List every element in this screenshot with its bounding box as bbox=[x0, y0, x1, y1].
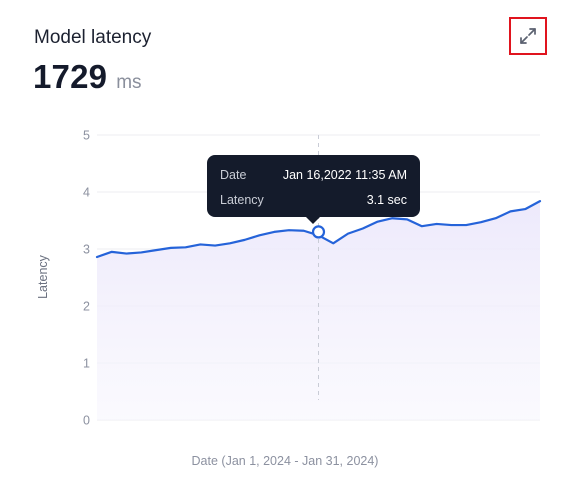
data-point-10 bbox=[228, 241, 232, 245]
y-tick-label-0: 0 bbox=[83, 414, 90, 428]
expand-button[interactable] bbox=[509, 17, 547, 55]
data-point-12 bbox=[257, 233, 261, 237]
data-point-15 bbox=[302, 229, 306, 233]
tooltip-latency-row: Latency 3.1 sec bbox=[220, 187, 407, 212]
data-point-3 bbox=[125, 252, 129, 256]
x-axis-label: Date (Jan 1, 2024 - Jan 31, 2024) bbox=[192, 454, 379, 468]
tooltip-date-label: Date bbox=[220, 167, 247, 182]
data-point-26 bbox=[464, 223, 468, 227]
data-point-5 bbox=[154, 248, 158, 252]
data-point-1 bbox=[95, 255, 99, 259]
tooltip-date-value: Jan 16,2022 11:35 AM bbox=[282, 167, 407, 182]
highlighted-point[interactable] bbox=[311, 225, 326, 239]
data-point-19 bbox=[361, 226, 365, 230]
tooltip-date-row: Date Jan 16,2022 11:35 AM bbox=[220, 162, 407, 187]
y-tick-labels: 0 1 2 3 4 5 bbox=[83, 129, 90, 428]
data-point-7 bbox=[184, 245, 188, 249]
data-point-11 bbox=[243, 238, 247, 242]
y-tick-label-5: 5 bbox=[83, 129, 90, 143]
data-point-22 bbox=[405, 217, 409, 221]
y-tick-label-1: 1 bbox=[83, 357, 90, 371]
tooltip-arrow bbox=[306, 217, 320, 224]
latency-area-fill bbox=[97, 201, 540, 420]
y-tick-label-2: 2 bbox=[83, 300, 90, 314]
data-point-23 bbox=[420, 224, 424, 228]
data-point-28 bbox=[494, 216, 498, 220]
data-point-4 bbox=[139, 250, 143, 254]
data-point-13 bbox=[272, 230, 276, 234]
data-point-30 bbox=[523, 207, 527, 211]
data-point-25 bbox=[449, 223, 453, 227]
data-point-2 bbox=[110, 250, 114, 254]
data-tooltip: Date Jan 16,2022 11:35 AM Latency 3.1 se… bbox=[207, 155, 420, 224]
y-tick-label-3: 3 bbox=[83, 243, 90, 257]
y-tick-label-4: 4 bbox=[83, 186, 90, 200]
data-point-31 bbox=[538, 199, 542, 203]
data-point-9 bbox=[213, 244, 217, 248]
tooltip-latency-label: Latency bbox=[220, 192, 264, 207]
expand-arrows-icon bbox=[520, 28, 536, 44]
data-point-20 bbox=[376, 220, 380, 224]
metric-unit: ms bbox=[116, 72, 142, 93]
data-point-29 bbox=[508, 209, 512, 213]
data-point-8 bbox=[198, 242, 202, 246]
tooltip-latency-value: 3.1 sec bbox=[366, 192, 407, 207]
data-point-17 bbox=[331, 241, 335, 245]
metric-value: 1729 bbox=[33, 58, 108, 95]
y-axis-label: Latency bbox=[36, 254, 50, 299]
data-point-24 bbox=[435, 222, 439, 226]
data-point-14 bbox=[287, 228, 291, 232]
data-point-18 bbox=[346, 232, 350, 236]
card-title: Model latency bbox=[34, 27, 152, 48]
latency-metric: 1729 ms bbox=[33, 58, 142, 96]
data-point-6 bbox=[169, 246, 173, 250]
data-point-27 bbox=[479, 220, 483, 224]
